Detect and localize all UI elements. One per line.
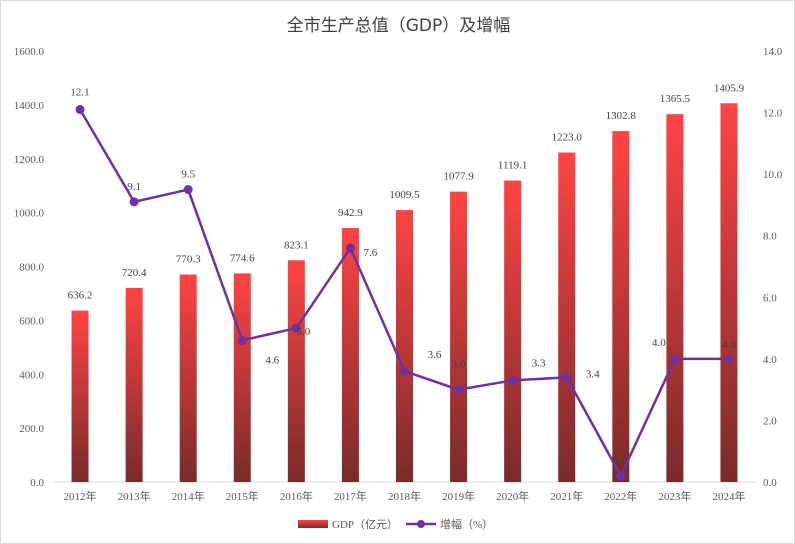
y-right-tick-label: 12.0 (763, 108, 783, 120)
line-data-label: 9.5 (181, 169, 195, 181)
bar-data-label: 720.4 (122, 267, 147, 279)
legend: GDP（亿元） 增幅（%） (298, 517, 493, 531)
growth-point (508, 375, 518, 385)
chart-title: 全市生产总值（GDP）及增幅 (286, 16, 511, 36)
line-data-label: 3.4 (586, 368, 600, 380)
growth-point (562, 372, 572, 382)
x-tick-label: 2022年 (604, 489, 637, 503)
x-tick-label: 2015年 (226, 489, 259, 503)
bar-data-label: 1223.0 (552, 132, 583, 144)
bar-data-label: 1009.5 (389, 189, 420, 201)
x-tick-label: 2021年 (550, 489, 583, 503)
y-left-tick-label: 1400.0 (14, 100, 45, 112)
legend-line-marker (417, 520, 425, 528)
y-left-tick-label: 1600.0 (14, 46, 45, 58)
bar-data-label: 770.3 (176, 254, 201, 266)
bar (287, 260, 305, 482)
bar (179, 274, 197, 482)
growth-point (75, 104, 85, 114)
line-data-label: 3.0 (452, 359, 466, 371)
line-layer (75, 104, 734, 481)
bar (720, 103, 738, 482)
line-data-label: 9.1 (127, 181, 141, 193)
bars-layer (71, 103, 738, 483)
bar-data-label: 1405.9 (714, 82, 745, 94)
line-data-label: 3.3 (532, 357, 546, 369)
y-left-tick-label: 800.0 (19, 262, 44, 274)
y-right-tick-label: 14.0 (763, 46, 783, 58)
line-data-label: 12.1 (70, 86, 89, 98)
bar (125, 287, 143, 482)
growth-point (183, 185, 193, 195)
line-data-label: 4.0 (722, 339, 736, 351)
y-right-tick-label: 4.0 (763, 354, 777, 366)
bar (341, 228, 359, 482)
growth-point (345, 243, 355, 253)
y-left-tick-label: 1000.0 (14, 208, 45, 220)
bar (558, 152, 576, 482)
bar (612, 131, 630, 483)
y-right-tick-label: 2.0 (763, 415, 777, 427)
x-tick-label: 2016年 (280, 489, 313, 503)
legend-line-label: 增幅（%） (440, 517, 493, 531)
growth-point (129, 197, 139, 207)
bar-data-label: 1365.5 (660, 93, 691, 105)
growth-point (670, 354, 680, 364)
y-left-tick-label: 0.0 (30, 477, 44, 489)
growth-point (454, 385, 464, 395)
growth-point (291, 323, 301, 333)
bar-data-label: 823.1 (284, 239, 309, 251)
line-data-label: 5.0 (296, 326, 310, 338)
bar-data-label: 1302.8 (606, 110, 637, 122)
x-tick-label: 2014年 (172, 489, 205, 503)
x-tick-label: 2020年 (496, 489, 529, 503)
bar (666, 114, 684, 483)
x-tick-label: 2019年 (442, 489, 475, 503)
line-data-label: 0.2 (613, 455, 627, 467)
y-left-tick-label: 1200.0 (14, 154, 45, 166)
growth-point (724, 354, 734, 364)
x-tick-label: 2024年 (712, 489, 745, 503)
line-data-label: 4.6 (265, 354, 279, 366)
bar (396, 210, 413, 483)
x-tick-label: 2012年 (64, 489, 97, 503)
labels-layer: 636.2 720.4 770.3 774.6 823.1 942.9 1009.5 1077… (68, 82, 745, 467)
bar-data-label: 1119.1 (498, 160, 527, 172)
y-right-tick-label: 8.0 (763, 231, 777, 243)
bar (233, 273, 251, 482)
bar (450, 191, 468, 482)
y-left-tick-label: 200.0 (19, 423, 44, 435)
y-right-tick-label: 0.0 (763, 477, 777, 489)
axes-layer: 0.0 200.0 400.0 600.0 800.0 1000.0 1200.0 1400.… (14, 46, 783, 503)
bar (71, 310, 89, 482)
line-data-label: 3.6 (428, 349, 442, 361)
y-left-tick-label: 600.0 (19, 315, 44, 327)
y-right-tick-label: 10.0 (763, 169, 783, 181)
bar-data-label: 1077.9 (443, 171, 474, 183)
bar-data-label: 774.6 (230, 252, 255, 264)
bar-data-label: 636.2 (68, 290, 93, 302)
legend-bar-swatch (298, 520, 328, 528)
y-right-tick-label: 6.0 (763, 292, 777, 304)
bar (504, 180, 522, 483)
x-tick-label: 2018年 (388, 489, 421, 503)
growth-point (237, 335, 247, 345)
growth-point (400, 366, 409, 376)
x-tick-label: 2017年 (334, 489, 367, 503)
legend-bar-label: GDP（亿元） (332, 518, 398, 531)
line-data-label: 4.0 (652, 337, 666, 349)
line-data-label: 7.6 (364, 247, 378, 259)
x-tick-label: 2023年 (658, 489, 691, 503)
growth-point (616, 471, 626, 481)
x-tick-label: 2013年 (118, 489, 151, 503)
y-left-tick-label: 400.0 (19, 369, 44, 381)
bar-data-label: 942.9 (338, 207, 363, 219)
